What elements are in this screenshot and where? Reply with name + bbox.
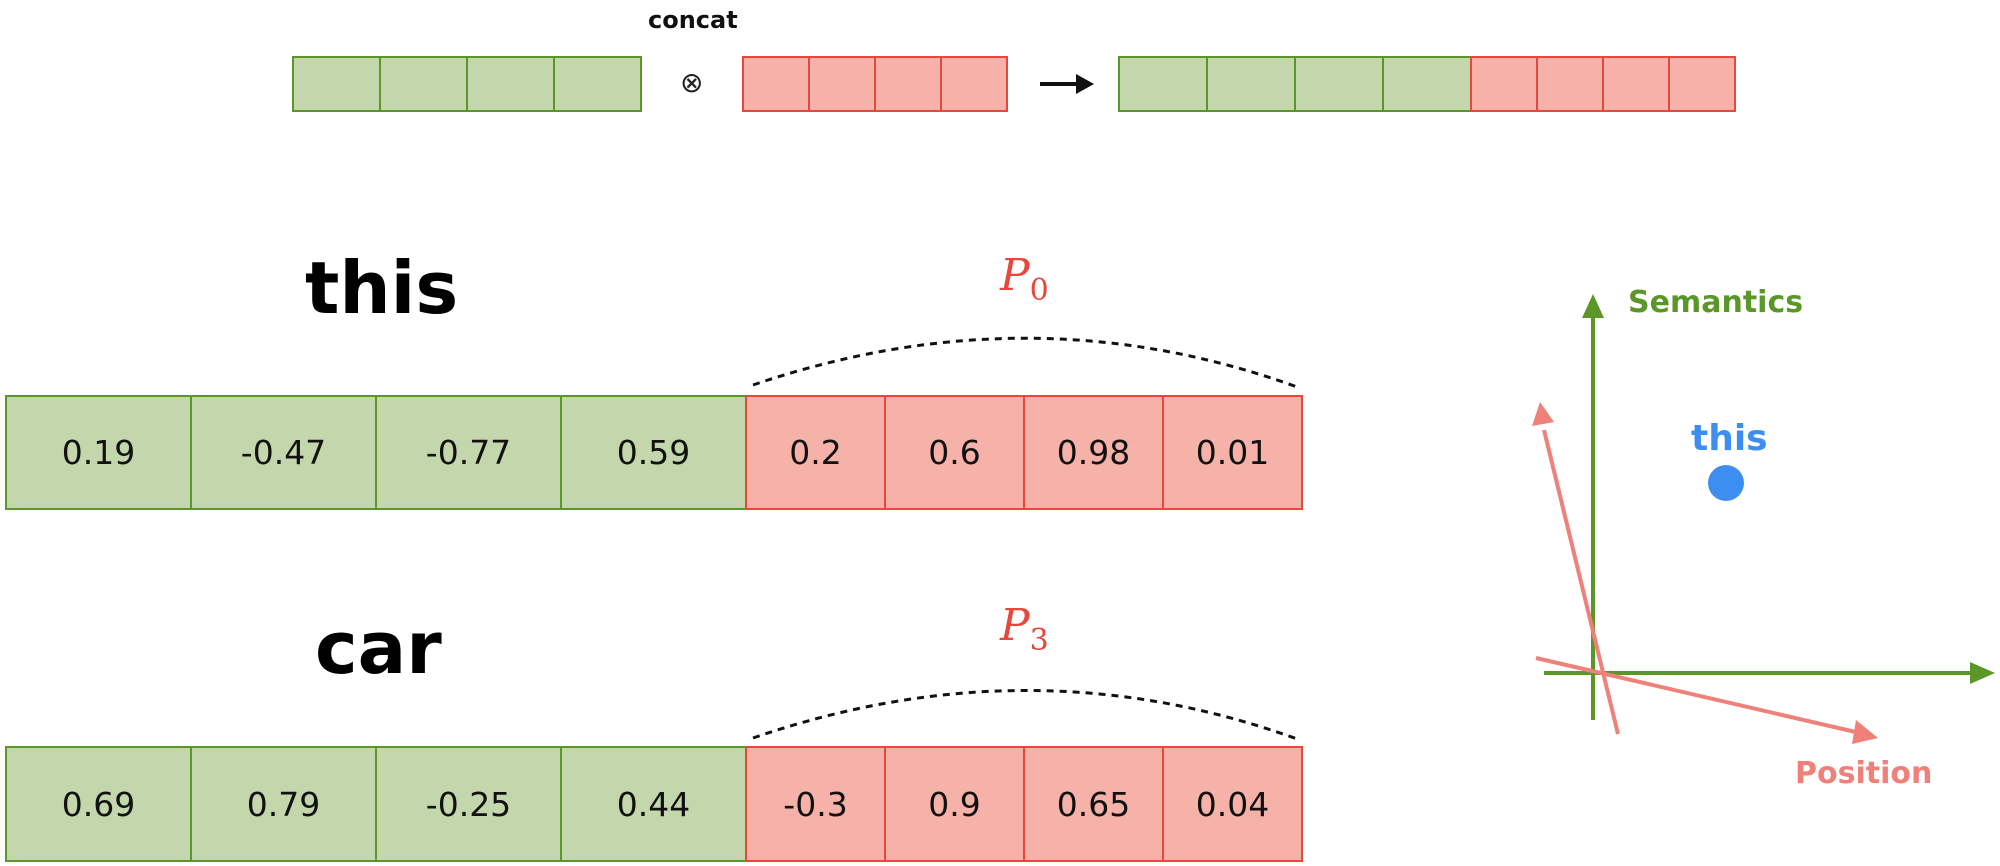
semantic-value-cell: 0.69 [5, 746, 192, 862]
horizontal-axis-arrowhead-icon [1970, 662, 1995, 684]
semantic-cell [466, 56, 555, 112]
position-value-cell: 0.65 [1023, 746, 1164, 862]
word-label: this [305, 246, 459, 330]
concatenated-vector-sample [1118, 56, 1740, 112]
position-cell [1470, 56, 1538, 112]
this-point [1708, 465, 1744, 501]
embedding-vector: 0.19 -0.47 -0.77 0.59 0.2 0.6 0.98 0.01 [5, 395, 1303, 510]
semantic-cell [379, 56, 468, 112]
position-value-cell: 0.6 [884, 395, 1025, 510]
semantic-cell [1294, 56, 1384, 112]
semantic-cell [1118, 56, 1208, 112]
position-label: P3 [1000, 600, 1049, 658]
position-axis-up [1542, 429, 1620, 735]
semantics-axis-label: Semantics [1628, 285, 1804, 320]
semantic-value-cell: 0.79 [190, 746, 377, 862]
position-axis-up-arrowhead-icon [1532, 402, 1554, 426]
position-cell [1602, 56, 1670, 112]
semantic-vector-sample [292, 56, 648, 112]
position-cell [808, 56, 876, 112]
right-arrow-icon [1040, 74, 1094, 94]
word-label: car [315, 606, 442, 690]
position-axis [1535, 656, 1861, 735]
position-value-cell: 0.2 [745, 395, 886, 510]
position-axis-label: Position [1795, 756, 1933, 791]
position-span-arc [752, 689, 1301, 742]
point-label: this [1691, 418, 1768, 459]
semantic-value-cell: -0.77 [375, 395, 562, 510]
position-vector-sample [742, 56, 1008, 112]
semantic-value-cell: 0.44 [560, 746, 747, 862]
semantic-cell [1382, 56, 1472, 112]
position-label: P0 [1000, 250, 1049, 308]
position-cell [1536, 56, 1604, 112]
embedding-space-axes [1532, 294, 1995, 744]
semantic-value-cell: 0.19 [5, 395, 192, 510]
position-cell [940, 56, 1008, 112]
position-cell [1668, 56, 1736, 112]
position-span-arc [752, 336, 1301, 390]
position-value-cell: 0.04 [1162, 746, 1303, 862]
semantic-cell [553, 56, 642, 112]
position-value-cell: 0.98 [1023, 395, 1164, 510]
semantic-value-cell: 0.59 [560, 395, 747, 510]
semantic-cell [292, 56, 381, 112]
position-cell [742, 56, 810, 112]
concat-label: concat [648, 6, 738, 34]
position-value-cell: -0.3 [745, 746, 886, 862]
embedding-vector: 0.69 0.79 -0.25 0.44 -0.3 0.9 0.65 0.04 [5, 746, 1303, 862]
position-value-cell: 0.01 [1162, 395, 1303, 510]
concat-operator: ⊗ [680, 66, 704, 99]
semantics-axis-arrowhead-icon [1582, 294, 1604, 318]
position-value-cell: 0.9 [884, 746, 1025, 862]
position-cell [874, 56, 942, 112]
position-axis-arrowhead-icon [1852, 720, 1878, 744]
semantic-value-cell: -0.25 [375, 746, 562, 862]
semantic-value-cell: -0.47 [190, 395, 377, 510]
semantic-cell [1206, 56, 1296, 112]
